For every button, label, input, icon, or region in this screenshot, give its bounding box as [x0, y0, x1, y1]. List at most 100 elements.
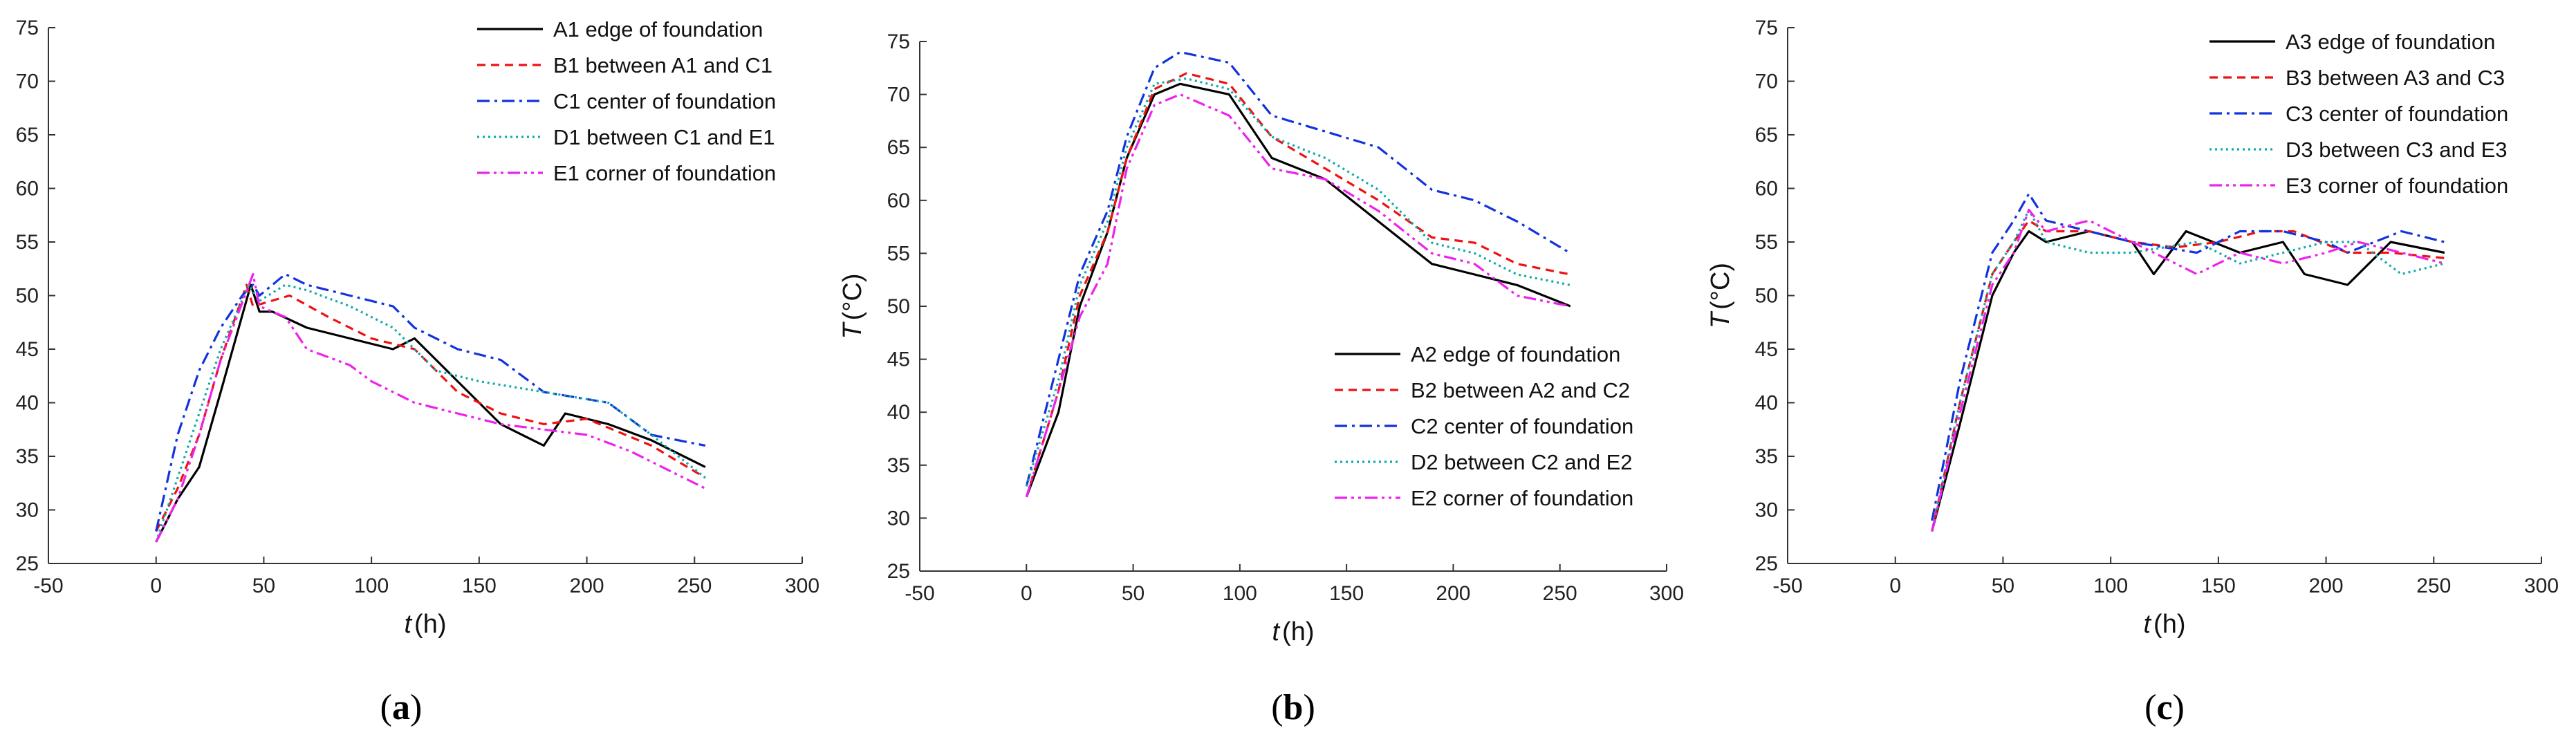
y-tick-label: 40	[16, 392, 39, 415]
y-tick-label: 35	[1755, 445, 1778, 468]
y-axis-variable: T	[1706, 310, 1735, 328]
y-tick-label: 60	[16, 178, 39, 201]
series-line-C2	[1025, 50, 1571, 487]
y-tick-label: 40	[887, 401, 910, 424]
chart-panel-b: 25 30 35 40 45 50 55 60 65 70 75 -50 0 50 100 150 200 250…	[838, 30, 1684, 727]
y-tick-label: 65	[887, 136, 910, 159]
x-tick-label: 200	[2309, 575, 2344, 597]
x-tick-label: 0	[1021, 582, 1032, 605]
y-tick-label: 75	[1755, 17, 1778, 39]
x-tick-label: 100	[354, 575, 389, 597]
x-tick-label: 300	[1649, 582, 1684, 605]
y-tick-label: 40	[1755, 392, 1778, 415]
x-axis-variable: t	[404, 610, 412, 639]
caption-open-paren: (	[2144, 688, 2156, 727]
y-tick-label: 55	[16, 231, 39, 254]
legend-entry: E2 corner of foundation	[1411, 486, 1633, 510]
x-tick-label: 50	[252, 575, 275, 597]
y-tick-label: 45	[887, 348, 910, 371]
caption-close-paren: )	[1303, 688, 1315, 727]
y-tick-label: 30	[16, 499, 39, 522]
y-axis-label: T(°C)	[838, 273, 867, 339]
y-tick-label: 60	[887, 189, 910, 212]
y-tick-label: 30	[887, 507, 910, 530]
x-tick-label: 300	[785, 575, 819, 597]
y-tick-label: 55	[887, 242, 910, 265]
x-tick-label: 0	[1889, 575, 1901, 597]
series-line-E3	[1931, 208, 2445, 532]
x-tick-label: 100	[2093, 575, 2128, 597]
x-tick-label: 250	[1543, 582, 1577, 605]
y-axis-label: T(°C)	[1706, 263, 1735, 328]
x-tick-label: 200	[570, 575, 604, 597]
chart-panel-a: 25 30 35 40 45 50 55 60 65 70 75 -50 0 50 100 150 200 250…	[16, 17, 819, 727]
panel-caption: (a)	[380, 688, 423, 727]
x-tick-label: 150	[462, 575, 497, 597]
legend-entry: A1 edge of foundation	[553, 17, 763, 41]
series-line-E1	[155, 272, 706, 543]
y-tick-label: 50	[1755, 285, 1778, 308]
x-tick-label: 250	[677, 575, 712, 597]
x-axis-variable: t	[1272, 617, 1280, 646]
y-tick-label: 60	[1755, 178, 1778, 201]
series-line-A1	[155, 283, 706, 543]
series-line-B2	[1025, 72, 1571, 498]
x-tick-label: 250	[2416, 575, 2451, 597]
x-axis-label: t (h)	[1272, 617, 1314, 646]
legend-entry: C1 center of foundation	[553, 89, 776, 113]
legend-entry: D3 between C3 and E3	[2286, 138, 2508, 162]
y-tick-label: 75	[16, 17, 39, 39]
x-tick-label: -50	[33, 575, 63, 597]
legend-entry: C2 center of foundation	[1411, 414, 1633, 438]
y-tick-label: 70	[16, 71, 39, 93]
legend-entry: A3 edge of foundation	[2286, 30, 2495, 54]
y-axis-unit: (°C)	[838, 273, 867, 320]
x-axis-label: t (h)	[2143, 610, 2185, 639]
legend: A3 edge of foundation B3 between A3 and C…	[2209, 30, 2508, 198]
y-tick-label: 25	[16, 552, 39, 575]
y-tick-label: 55	[1755, 231, 1778, 254]
caption-close-paren: )	[410, 688, 422, 727]
y-tick-label: 70	[887, 84, 910, 106]
caption-open-paren: (	[380, 688, 392, 727]
series-line-D1	[155, 283, 706, 543]
series-line-D3	[1931, 208, 2445, 532]
series-line-B1	[155, 283, 706, 532]
x-tick-label: 150	[1329, 582, 1364, 605]
caption-letter: b	[1284, 688, 1304, 727]
legend-entry: D2 between C2 and E2	[1411, 450, 1633, 474]
caption-letter: c	[2156, 688, 2172, 727]
x-axis-variable: t	[2143, 610, 2151, 639]
legend-entry: E3 corner of foundation	[2286, 174, 2508, 198]
y-tick-label: 45	[1755, 338, 1778, 361]
x-tick-label: 0	[150, 575, 162, 597]
x-tick-label: 300	[2524, 575, 2559, 597]
legend-entry: B2 between A2 and C2	[1411, 378, 1630, 402]
y-tick-label: 75	[887, 30, 910, 53]
y-tick-label: 50	[887, 295, 910, 318]
y-axis-unit: (°C)	[1706, 263, 1735, 310]
panel-caption: (b)	[1271, 688, 1315, 727]
y-tick-label: 30	[1755, 499, 1778, 522]
y-tick-label: 50	[16, 285, 39, 308]
x-tick-label: 200	[1436, 582, 1470, 605]
y-tick-label: 35	[16, 445, 39, 468]
x-tick-label: 150	[2201, 575, 2236, 597]
x-axis-unit: (h)	[1282, 617, 1314, 646]
x-tick-label: 50	[1992, 575, 2014, 597]
caption-letter: a	[392, 688, 410, 727]
x-axis-unit: (h)	[414, 610, 446, 639]
series-line-A3	[1931, 230, 2445, 532]
series-line-E2	[1025, 93, 1571, 498]
legend-entry: B3 between A3 and C3	[2286, 66, 2505, 90]
series-line-C3	[1931, 192, 2445, 521]
y-tick-label: 65	[1755, 124, 1778, 147]
x-axis-label: t (h)	[404, 610, 446, 639]
y-tick-label: 35	[887, 454, 910, 477]
caption-close-paren: )	[2173, 688, 2185, 727]
legend-entry: E1 corner of foundation	[553, 161, 776, 185]
panel-caption: (c)	[2144, 688, 2185, 727]
legend: A1 edge of foundation B1 between A1 and C…	[477, 17, 776, 185]
x-axis-unit: (h)	[2153, 610, 2185, 639]
